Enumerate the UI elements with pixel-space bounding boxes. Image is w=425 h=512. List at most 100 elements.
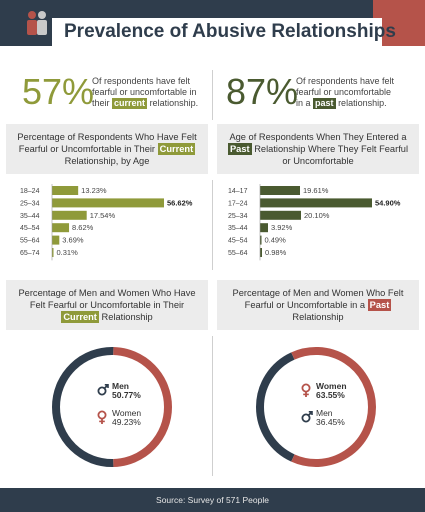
past-age-tick-label: 35–44 [228, 225, 248, 232]
current-age-bar [52, 210, 87, 220]
band-lt-line3: Relationship, by Age [64, 156, 150, 166]
past-age-tick-label: 17–24 [228, 200, 248, 207]
current-age-value-label: 17.54% [90, 211, 116, 220]
current-age-value-label: 0.31% [57, 248, 79, 257]
band-lb-line1: Percentage of Men and Women Who Have [18, 288, 196, 298]
band-rb-line2-pre: Fearful or Uncomfortable in a [244, 300, 366, 310]
band-rt-line2: Past Relationship Where They Felt Fearfu… [217, 143, 419, 155]
past-age-tick-label: 25–34 [228, 213, 248, 220]
current-age-tick-label: 45–54 [20, 225, 40, 232]
title-band [52, 18, 382, 48]
header-banner: Prevalence of Abusive Relationships [0, 0, 425, 48]
divider-bottom [212, 336, 213, 476]
stat-current-line3-pre: their [92, 98, 110, 108]
bar-chart-current-by-age: 18–24 13.23% 25–34 56.62% 35–44 17.54% 45–54 8.… [20, 184, 193, 261]
band-lb-line3: Current Relationship [6, 311, 208, 323]
band-lb-line3-post: Relationship [101, 312, 153, 322]
band-current-gender: Percentage of Men and Women Who Have Fel… [6, 280, 208, 330]
stat-past-line1: Of respondents have felt [296, 76, 395, 86]
past-gender-female-icon [301, 383, 311, 397]
current-age-bar [52, 198, 164, 208]
past-age-bar [260, 248, 262, 257]
current-tag: current [112, 98, 148, 109]
band-past-gender: Percentage of Men and Women Who Felt Fea… [217, 280, 419, 330]
current-gender-slice-women [113, 347, 173, 467]
band-current-by-age: Percentage of Respondents Who Have Felt … [6, 124, 208, 174]
stat-current-line3-post: relationship. [149, 98, 199, 108]
current-age-tick-label: 65–74 [20, 250, 40, 257]
band-lb-tag: Current [61, 311, 99, 323]
past-age-bar [260, 210, 302, 220]
stat-current-line2: fearful or uncomfortable in [92, 87, 197, 97]
current-gender-legend-name: Men [112, 381, 129, 391]
divider-middle [212, 180, 213, 270]
page-title: Prevalence of Abusive Relationships [64, 21, 396, 42]
current-gender-male-icon [97, 384, 109, 396]
band-lt-line2: Fearful or Uncomfortable in Their Curren… [6, 143, 208, 155]
current-age-bar [52, 186, 79, 195]
past-age-value-label: 54.90% [375, 198, 401, 207]
past-age-value-label: 20.10% [304, 211, 330, 220]
stat-past-line2: fearful or uncomfortable [296, 87, 392, 97]
past-age-tick-label: 55–64 [228, 250, 248, 257]
current-age-tick-label: 35–44 [20, 213, 40, 220]
band-rt-tag: Past [227, 143, 252, 155]
band-rb-tag: Past [367, 299, 392, 311]
past-age-value-label: 19.61% [303, 186, 329, 195]
source-text: Source: Survey of 571 People [156, 495, 269, 505]
past-age-bar [260, 186, 301, 195]
past-age-bar [260, 235, 262, 245]
past-age-value-label: 0.98% [265, 248, 287, 257]
band-lt-tag: Current [157, 143, 196, 155]
past-gender-legend-value: 36.45% [316, 417, 345, 427]
current-gender-female-icon [97, 410, 107, 424]
people-icon [27, 11, 47, 35]
stat-past-value: 87% [226, 71, 299, 112]
past-gender-male-icon [301, 411, 313, 423]
current-age-bar [52, 223, 70, 233]
current-gender-slice-men [52, 347, 114, 467]
stat-past-line3-pre: in a [296, 98, 311, 108]
band-rb-line3: Relationship [292, 312, 344, 322]
band-rt-line2-post: Relationship Where They Felt Fearful [254, 144, 409, 154]
past-age-tick-label: 14–17 [228, 188, 248, 195]
current-gender-legend-value: 50.77% [112, 390, 141, 400]
stat-past-text: Of respondents have felt fearful or unco… [296, 76, 416, 109]
past-age-tick-label: 45–54 [228, 238, 248, 245]
divider-top [212, 70, 213, 120]
past-gender-legend-name: Men [316, 408, 333, 418]
stat-current: 57% Of respondents have felt fearful or … [22, 72, 212, 116]
current-age-tick-label: 18–24 [20, 188, 40, 195]
bar-chart-past-age: 14–17 19.61% 17–24 54.90% 25–34 20.10% 35–44 3.… [228, 184, 401, 261]
past-age-value-label: 3.92% [271, 223, 293, 232]
stat-past: 87% Of respondents have felt fearful or … [226, 72, 416, 116]
current-age-tick-label: 25–34 [20, 200, 40, 207]
current-age-bar [52, 235, 60, 245]
stat-past-line3-post: relationship. [338, 98, 387, 108]
band-lt-line1: Percentage of Respondents Who Have Felt [17, 132, 197, 142]
current-age-value-label: 3.69% [62, 236, 84, 245]
past-gender-slice-women [291, 347, 376, 467]
current-age-value-label: 56.62% [167, 198, 193, 207]
stat-current-value: 57% [22, 71, 95, 112]
stat-current-text: Of respondents have felt fearful or unco… [92, 76, 212, 109]
stat-current-line3: their current relationship. [92, 98, 212, 109]
footer: Source: Survey of 571 People [0, 488, 425, 512]
band-rt-line3: or Uncomfortable [282, 156, 354, 166]
past-age-bar [260, 198, 372, 208]
past-age-value-label: 0.49% [265, 236, 287, 245]
current-age-value-label: 13.23% [81, 186, 107, 195]
current-gender-legend-name: Women [112, 408, 141, 418]
past-gender-slice-men [256, 352, 295, 462]
past-age-bar [260, 223, 268, 233]
band-rb-line1: Percentage of Men and Women Who Felt [232, 288, 404, 298]
band-rb-line2: Fearful or Uncomfortable in a Past [217, 299, 419, 311]
band-past-age: Age of Respondents When They Entered a P… [217, 124, 419, 174]
current-gender-legend-value: 49.23% [112, 417, 141, 427]
past-gender-legend-value: 63.55% [316, 390, 345, 400]
band-rt-line1: Age of Respondents When They Entered a [229, 132, 407, 142]
band-lb-line2: Felt Fearful or Uncomfortable in Their [29, 300, 185, 310]
stat-past-line3: in a past relationship. [296, 98, 416, 109]
past-tag: past [313, 98, 336, 109]
